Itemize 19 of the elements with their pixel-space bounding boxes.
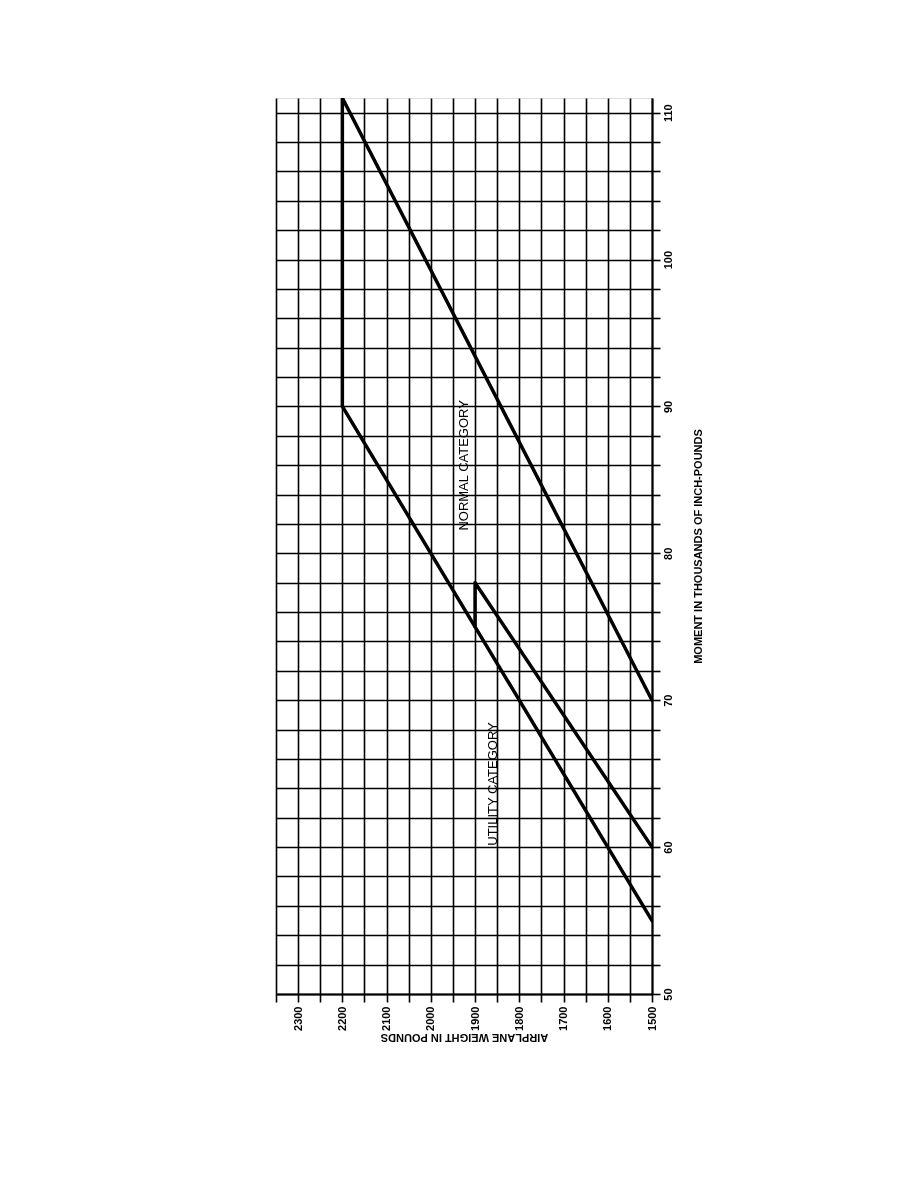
x-tick-label: 1900: [468, 1006, 481, 1031]
y-tick-label: 60: [661, 841, 674, 854]
y-tick-label: 90: [661, 400, 674, 414]
y-axis-title: MOMENT IN THOUSANDS OF INCH-POUNDS: [691, 429, 704, 664]
x-tick-label: 1500: [645, 1006, 658, 1031]
x-tick-label: 2100: [380, 1006, 393, 1031]
x-tick-label: 2000: [424, 1006, 437, 1031]
annotation: UTILITY CATEGORY: [485, 721, 501, 846]
y-tick-label: 50: [661, 988, 674, 1001]
y-tick-label: 110: [661, 104, 674, 123]
x-tick-label: 2200: [335, 1006, 348, 1031]
x-tick-label: 2300: [291, 1006, 304, 1031]
x-tick-label: 1600: [601, 1006, 614, 1031]
y-tick-label: 70: [661, 694, 674, 707]
x-tick-label: 1800: [512, 1006, 525, 1031]
x-tick-label: 1700: [557, 1006, 570, 1031]
x-axis-title: AIRPLANE WEIGHT IN POUNDS: [380, 1031, 549, 1044]
y-tick-label: 80: [661, 547, 674, 560]
y-tick-label: 100: [661, 250, 674, 270]
